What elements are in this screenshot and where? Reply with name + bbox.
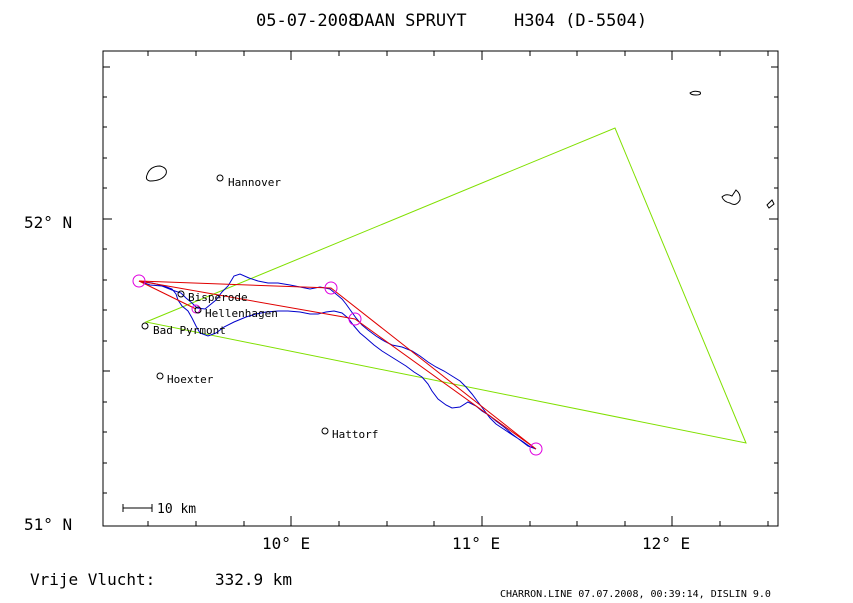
gps-track (138, 273, 537, 450)
scale-bar (122, 504, 153, 512)
tick-marks (103, 51, 778, 526)
x-tick-label-11e: 11° E (452, 534, 500, 553)
place-marker-hannover (216, 174, 224, 182)
map-frame (102, 50, 779, 527)
flight-date: 05-07-2008 (256, 11, 358, 31)
x-tick-label-10e: 10° E (262, 534, 310, 553)
place-label-hattorf: Hattorf (332, 428, 378, 441)
glider-id: H304 (D-5504) (514, 11, 647, 31)
place-label-hellenhagen: Hellenhagen (205, 307, 278, 320)
place-label-hannover: Hannover (228, 176, 281, 189)
place-label-bad-pyrmont: Bad Pyrmont (153, 324, 226, 337)
turnpoint-finish (191, 304, 201, 314)
places: Hannover Bisperode Hellenhagen Bad Pyrmo… (141, 174, 378, 441)
turnpoint-2 (348, 312, 362, 326)
free-flight-label: Vrije Vlucht: (30, 570, 155, 589)
place-marker-hellenhagen (194, 306, 202, 314)
y-tick-label-52n: 52° N (24, 213, 72, 232)
x-tick-label-12e: 12° E (642, 534, 690, 553)
free-flight-distance: 332.9 km (215, 570, 292, 589)
place-marker-bisperode (177, 290, 185, 298)
place-label-bisperode: Bisperode (188, 291, 248, 304)
water-outlines (145, 90, 775, 209)
place-marker-hoexter (156, 372, 164, 380)
place-marker-bad-pyrmont (141, 322, 149, 330)
y-tick-label-51n: 51° N (24, 515, 72, 534)
place-marker-hattorf (321, 427, 329, 435)
turnpoint-start (132, 274, 146, 288)
turnpoint-1 (324, 281, 338, 295)
turnpoint-3 (529, 442, 543, 456)
route-legs (138, 280, 537, 450)
scale-bar-label: 10 km (157, 502, 196, 517)
credits-line: CHARRON.LINE 07.07.2008, 00:39:14, DISLI… (500, 589, 771, 600)
fai-triangle (144, 127, 747, 444)
place-label-hoexter: Hoexter (167, 373, 214, 386)
turnpoints (132, 274, 543, 456)
pilot-name: DAAN SPRUYT (354, 11, 467, 31)
